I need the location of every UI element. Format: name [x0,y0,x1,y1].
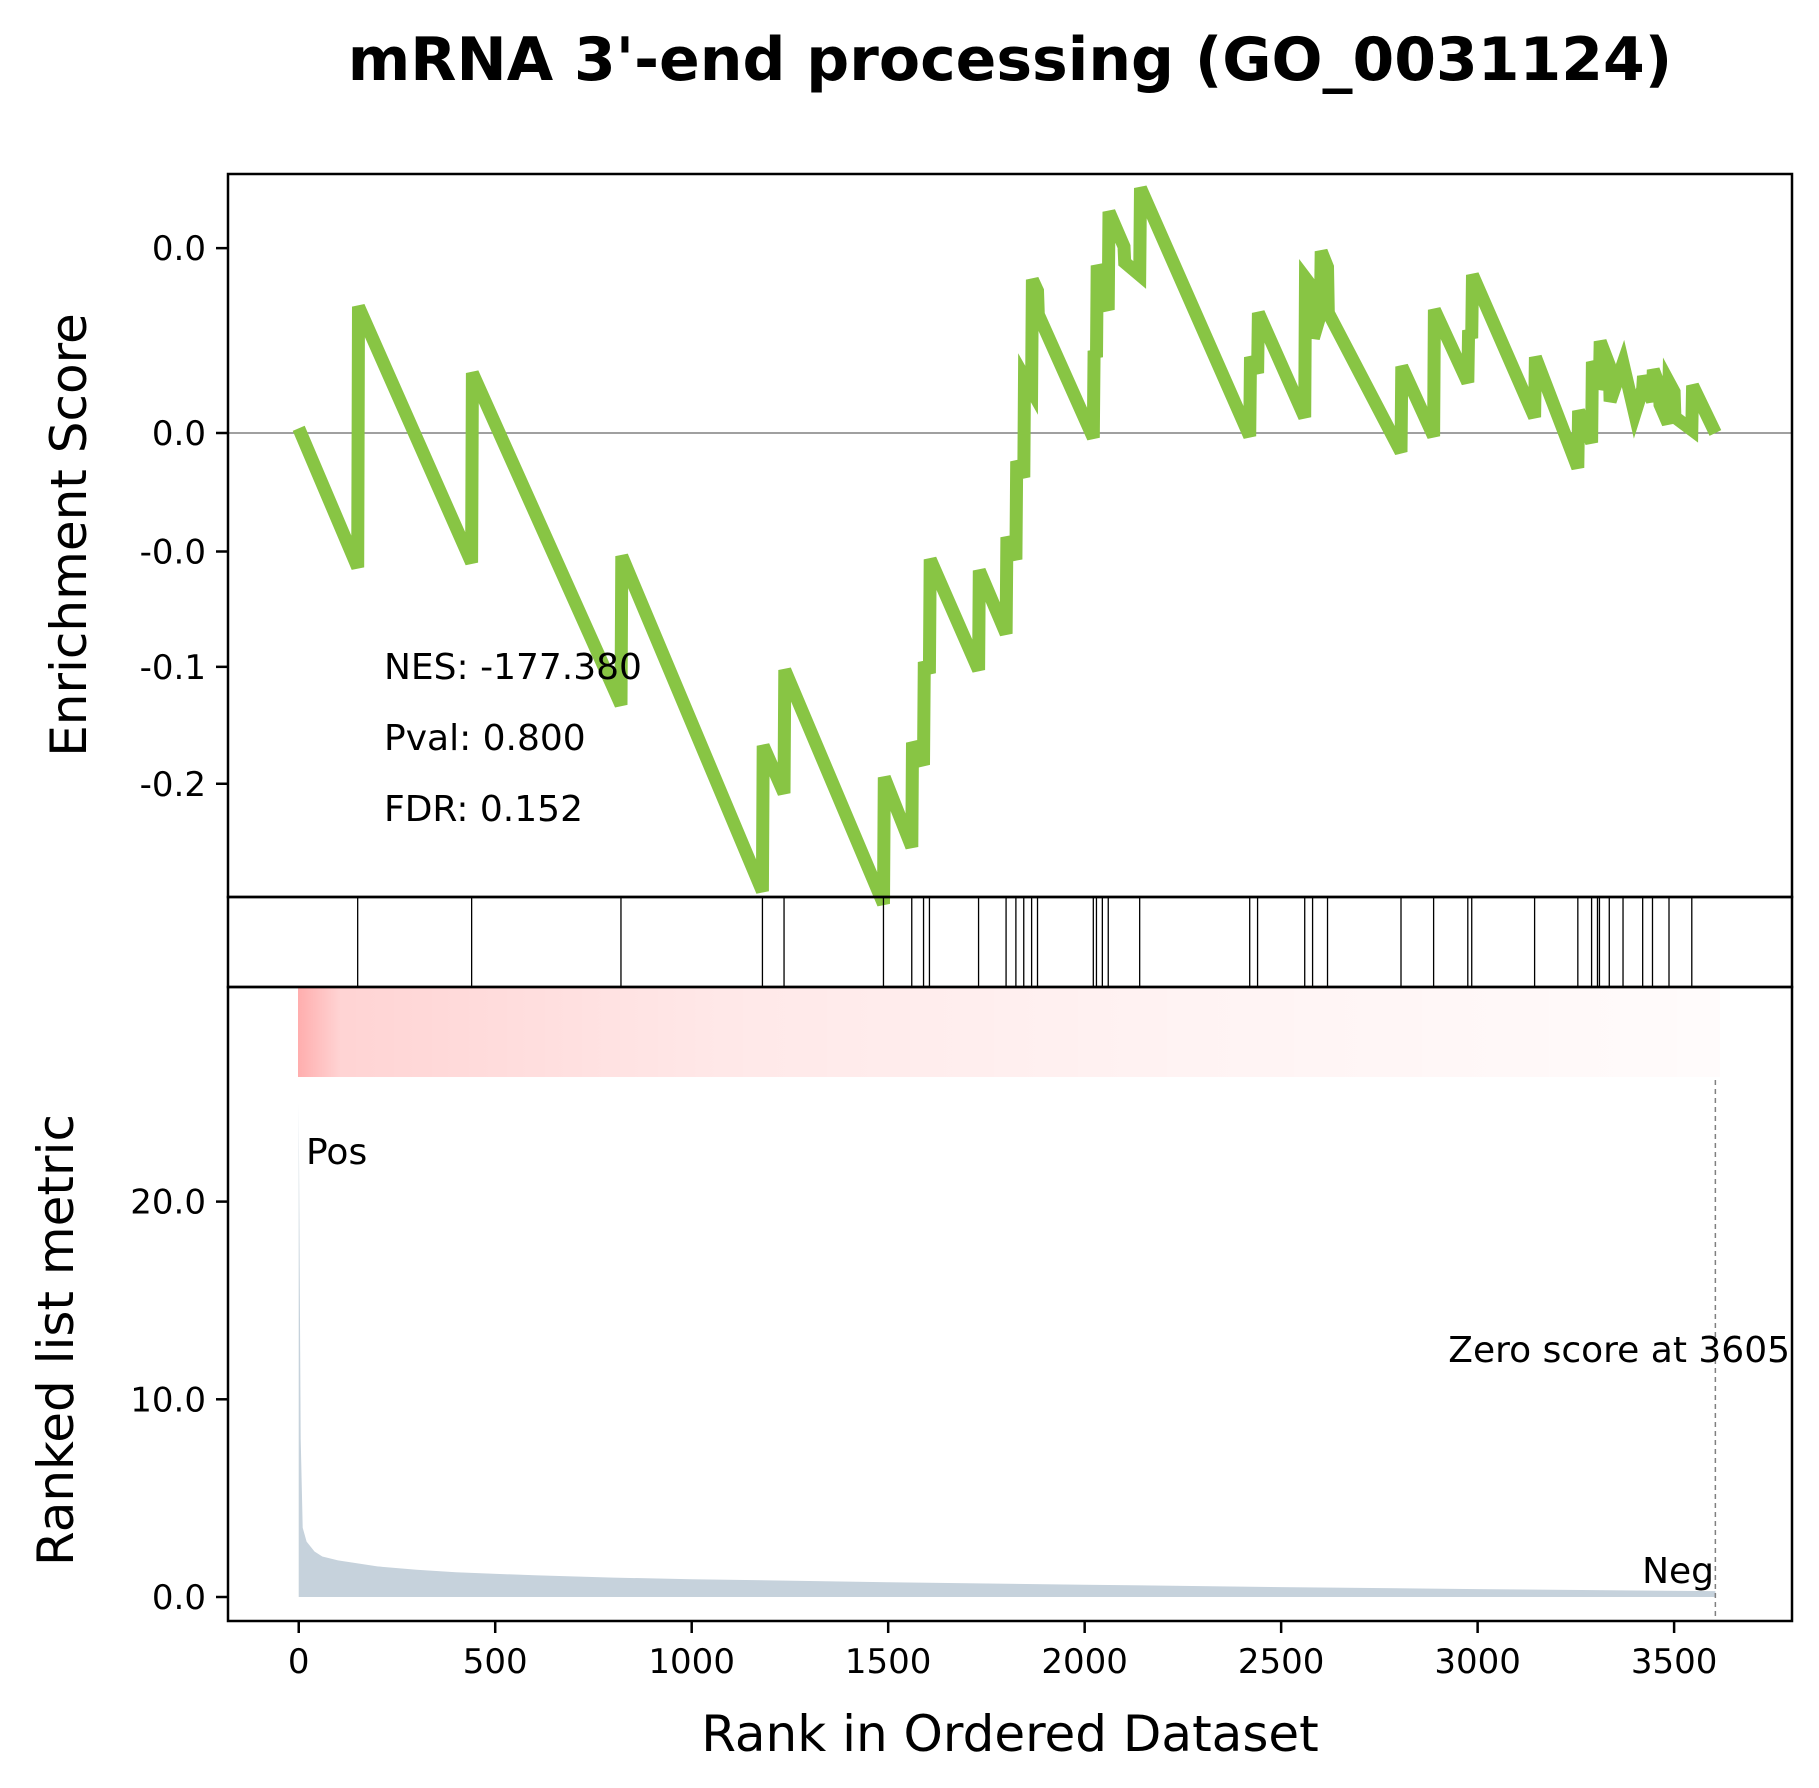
nes-annotation: NES: -177.380 [384,647,642,688]
es-series-line [292,185,1722,907]
hits-frame [226,895,1794,989]
x-tick-label: 2500 [1238,1642,1325,1682]
zero-score-label: Zero score at 3605 [1448,1330,1790,1371]
x-tick-label: 1000 [648,1642,735,1682]
x-tick-label: 2000 [1041,1642,1128,1682]
x-tick-label: 500 [463,1642,528,1682]
enrichment-panel: 0.0 0.0 -0.0 -0.1 -0.2 NES: -177.380 Pval: 0… [40,172,1794,907]
metric-ytick-label: 0.0 [152,1578,206,1618]
x-tick-label: 1500 [845,1642,932,1682]
pos-label: Pos [306,1132,367,1173]
hits-panel [226,895,1794,989]
x-tick-label: 3500 [1631,1642,1718,1682]
es-ytick-label: 0.0 [152,229,206,269]
es-ytick-label: -0.1 [140,648,206,688]
x-tick-label: 3000 [1434,1642,1521,1682]
pval-annotation: Pval: 0.800 [384,718,586,759]
metric-ytick-label: 10.0 [130,1380,206,1420]
fdr-annotation: FDR: 0.152 [384,789,583,830]
x-tick-label: 0 [288,1642,310,1682]
es-ylabel: Enrichment Score [40,313,98,757]
neg-label: Neg [1642,1551,1714,1592]
es-ytick-label: -0.2 [140,765,206,805]
metric-frame [226,985,1794,1623]
metric-ytick-label: 20.0 [130,1183,206,1223]
es-ytick-label: -0.0 [140,533,206,573]
rank-gradient-bar [298,987,1720,1077]
es-ytick-label: 0.0 [152,414,206,454]
metric-panel: Zero score at 3605 Pos Neg 0.0 10.0 20.0 R… [27,985,1794,1623]
x-axis-label: Rank in Ordered Dataset [701,1705,1318,1763]
chart-title: mRNA 3'-end processing (GO_0031124) [348,25,1672,95]
metric-ylabel: Ranked list metric [27,1114,85,1566]
